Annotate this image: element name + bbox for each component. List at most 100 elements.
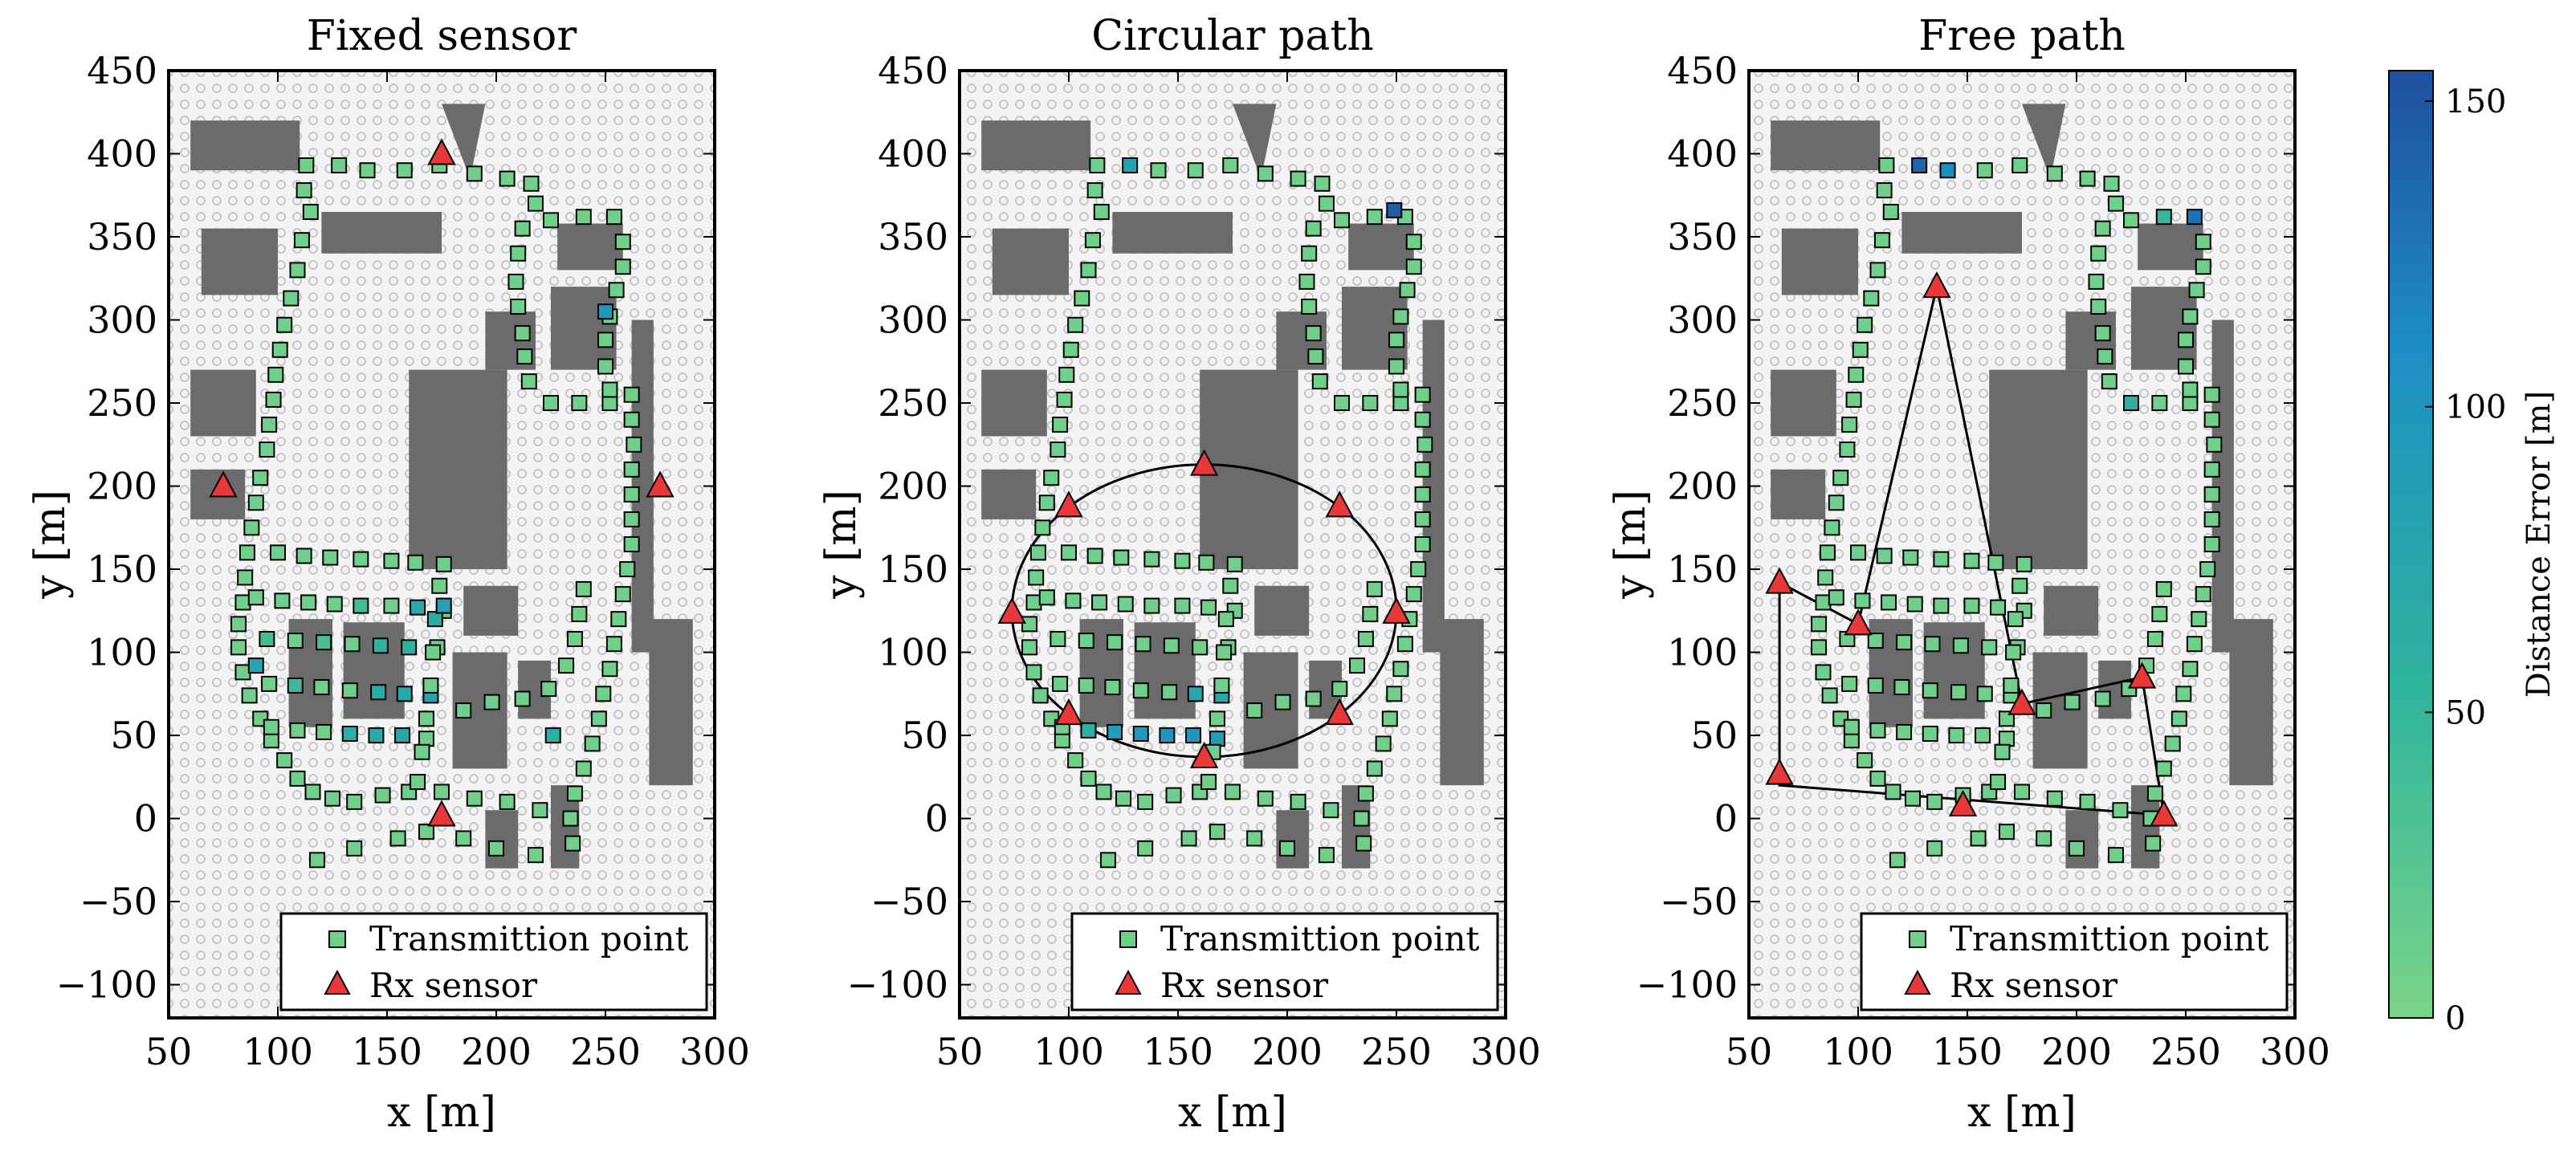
transmission-point: [324, 790, 340, 807]
transmission-point: [614, 258, 631, 275]
y-tick-label: −50: [1660, 880, 1738, 923]
transmission-point: [243, 519, 260, 536]
transmission-point: [1305, 220, 1322, 237]
transmission-point: [289, 722, 306, 739]
transmission-point: [1867, 677, 1884, 694]
transmission-point: [1200, 599, 1217, 616]
axes-frame: [958, 69, 1507, 1020]
transmission-points: [230, 157, 642, 869]
transmission-point: [1366, 580, 1383, 597]
transmission-point: [1074, 290, 1090, 307]
transmission-point: [296, 547, 312, 564]
x-tick-label: 100: [1033, 1030, 1104, 1073]
transmission-point: [238, 544, 255, 561]
transmission-point: [597, 358, 613, 375]
transmission-point: [1815, 664, 1832, 681]
panels: 50 100 150 200 250 300 450 400 350 300 250 200 150 10…: [26, 12, 2330, 1137]
transmission-point: [1099, 852, 1116, 869]
transmission-point: [1811, 639, 1828, 656]
transmission-point: [466, 165, 483, 182]
transmission-point: [1922, 726, 1938, 742]
rx-sensor: [1189, 449, 1219, 476]
colorbar: 0 50 100 150 Distance Error [m]: [2388, 70, 2558, 1037]
rx-sensor: [1382, 596, 1411, 624]
transmission-point: [2003, 677, 2020, 694]
transmission-point: [276, 752, 293, 769]
transmission-point: [271, 341, 288, 358]
building: [485, 810, 519, 869]
buildings: [190, 104, 693, 869]
building: [2211, 320, 2234, 653]
transmission-point: [601, 381, 618, 398]
transmission-point: [2151, 395, 2168, 412]
building: [1342, 287, 1408, 370]
legend-swatch-rx: [1904, 969, 1931, 995]
transmission-point: [341, 726, 358, 742]
transmission-point: [2107, 195, 2124, 212]
transmission-point: [425, 644, 442, 661]
x-tick-label: 250: [570, 1030, 641, 1073]
x-tick-label: 200: [2041, 1030, 2112, 1073]
transmission-point: [483, 694, 500, 710]
transmission-point: [1889, 852, 1906, 869]
building: [981, 120, 1091, 171]
transmission-point: [1307, 348, 1324, 365]
legend-swatch-rx: [1115, 969, 1142, 995]
transmission-point: [608, 282, 625, 299]
transmission-point: [1410, 561, 1427, 578]
transmission-point: [584, 735, 601, 752]
transmission-point: [1366, 209, 1383, 226]
transmission-point: [383, 597, 400, 614]
transmission-point: [565, 835, 581, 852]
transmission-point: [2155, 209, 2172, 226]
transmission-point: [1843, 718, 1860, 735]
transmission-point: [370, 684, 387, 701]
transmission-point: [623, 411, 640, 428]
building: [463, 585, 519, 636]
y-tick-label: 300: [1667, 299, 1738, 342]
transmission-point: [1091, 594, 1108, 611]
transmission-point: [1290, 793, 1306, 810]
transmission-point: [1882, 203, 1899, 220]
transmission-point: [383, 552, 400, 569]
transmission-point: [2101, 373, 2117, 390]
transmission-point: [1998, 710, 2015, 727]
y-tick-label: 50: [1690, 714, 1738, 757]
transmission-point: [626, 436, 642, 453]
legend-swatch-transmission: [328, 930, 346, 948]
x-tick-label: 300: [1470, 1030, 1541, 1073]
transmission-point: [623, 386, 640, 403]
transmission-point: [270, 544, 286, 561]
transmission-point: [1405, 586, 1422, 603]
transmission-point: [1161, 684, 1178, 701]
transmission-point: [1135, 636, 1151, 653]
transmission-point: [344, 636, 361, 653]
rx-sensors: [209, 138, 675, 827]
transmission-point: [575, 209, 592, 226]
y-tick-label: 0: [1714, 797, 1738, 840]
transmission-point: [2036, 702, 2052, 719]
transmission-point: [1301, 245, 1318, 262]
transmission-point: [1839, 442, 1856, 458]
transmission-point: [1911, 157, 1928, 173]
transmission-point: [1180, 830, 1197, 847]
chart-title: Circular path: [1091, 12, 1374, 60]
transmission-point: [322, 549, 339, 566]
transmission-point: [2155, 760, 2172, 777]
transmission-point: [1924, 636, 1941, 653]
transmission-point: [1976, 162, 1993, 179]
y-tick-label: 0: [925, 797, 948, 840]
transmission-point: [1021, 639, 1038, 656]
transmission-point: [499, 793, 516, 810]
transmission-point: [1815, 594, 1832, 611]
transmission-point: [313, 679, 330, 696]
transmission-point: [1222, 157, 1239, 173]
transmission-point: [1058, 366, 1075, 383]
legend: Transmittion point Rx sensor: [1860, 912, 2289, 1011]
transmission-point: [1065, 592, 1082, 609]
rx-sensor: [2127, 661, 2157, 689]
transmission-point: [396, 686, 413, 702]
chart-title: Free path: [1918, 12, 2126, 60]
transmission-point: [2206, 436, 2223, 453]
transmission-point: [401, 639, 418, 656]
